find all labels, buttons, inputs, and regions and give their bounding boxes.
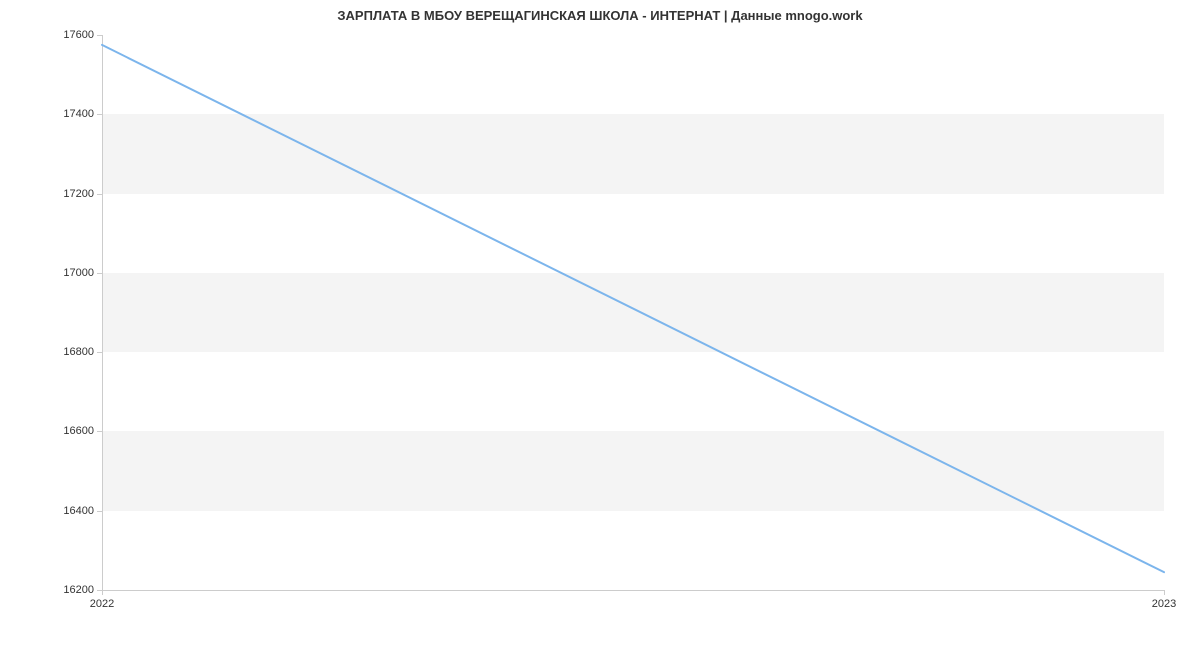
x-axis-line [102, 590, 1164, 591]
plot-area: 1620016400166001680017000172001740017600… [102, 35, 1164, 590]
x-tick-mark [102, 590, 103, 595]
x-tick-mark [1164, 590, 1165, 595]
chart-container: ЗАРПЛАТА В МБОУ ВЕРЕЩАГИНСКАЯ ШКОЛА - ИН… [0, 0, 1200, 650]
line-layer [102, 35, 1164, 590]
chart-title: ЗАРПЛАТА В МБОУ ВЕРЕЩАГИНСКАЯ ШКОЛА - ИН… [0, 8, 1200, 23]
series-line-salary [102, 45, 1164, 572]
